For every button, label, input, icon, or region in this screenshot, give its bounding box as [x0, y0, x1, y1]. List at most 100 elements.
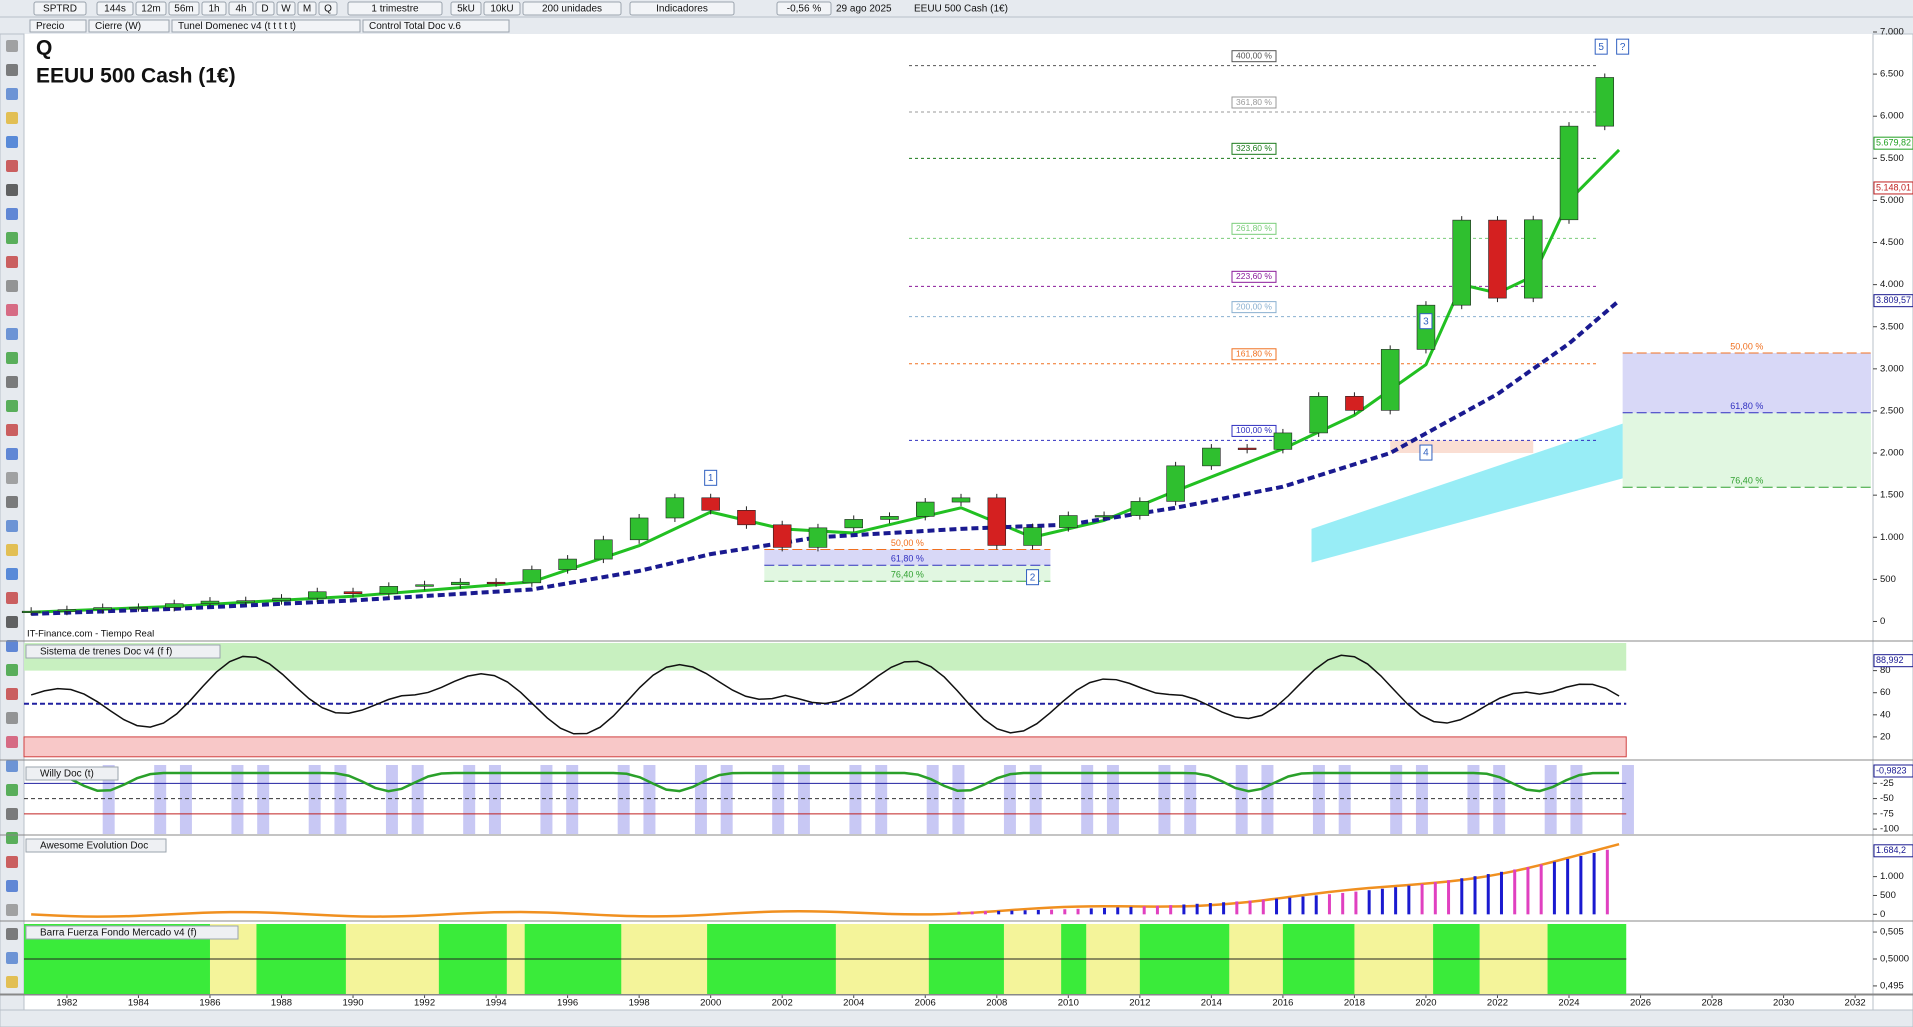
indicator-tab-label[interactable]: Cierre (W) — [95, 21, 141, 32]
toolbar-button[interactable] — [276, 1, 296, 16]
tool-icon[interactable] — [6, 544, 18, 556]
toolbar-button[interactable] — [776, 1, 832, 16]
toolbar-button[interactable] — [522, 1, 622, 16]
tool-icon[interactable] — [6, 784, 18, 796]
toolbar-button-label[interactable]: 56m — [174, 4, 193, 15]
indicator-tab[interactable] — [171, 19, 361, 33]
y-tick-label: 3.500 — [1880, 321, 1904, 332]
tool-icon[interactable] — [6, 520, 18, 532]
toolbar-button-label[interactable]: M — [303, 4, 311, 15]
indicator-tab[interactable] — [29, 19, 87, 33]
tool-icon[interactable] — [6, 904, 18, 916]
tool-icon[interactable] — [6, 88, 18, 100]
wave-label-box — [1026, 569, 1040, 586]
tool-icon[interactable] — [6, 496, 18, 508]
toolbar-button[interactable] — [450, 1, 482, 16]
tool-icon[interactable] — [6, 736, 18, 748]
tool-icon[interactable] — [6, 592, 18, 604]
toolbar-button[interactable] — [629, 1, 735, 16]
toolbar-button-label[interactable]: 1 trimestre — [371, 4, 419, 15]
tool-icon[interactable] — [6, 472, 18, 484]
tool-icon[interactable] — [6, 808, 18, 820]
indicator-tab-label[interactable]: Tunel Domenec v4 (t t t t t) — [178, 21, 296, 32]
retracement-zone — [1622, 412, 1871, 488]
panel-title-box[interactable] — [25, 644, 221, 659]
toolbar-button[interactable] — [255, 1, 275, 16]
tool-icon[interactable] — [6, 448, 18, 460]
tool-icon[interactable] — [6, 616, 18, 628]
tool-icon[interactable] — [6, 256, 18, 268]
toolbar-button-label[interactable]: Q — [324, 4, 332, 15]
tool-icon[interactable] — [6, 40, 18, 52]
tool-icon[interactable] — [6, 376, 18, 388]
tool-icon[interactable] — [6, 136, 18, 148]
tool-icon[interactable] — [6, 928, 18, 940]
projection-band — [1311, 423, 1623, 563]
histogram-bar — [1420, 883, 1424, 915]
toolbar-button[interactable] — [483, 1, 521, 16]
toolbar-button-label[interactable]: SPTRD — [43, 4, 77, 15]
toolbar-button-label[interactable]: 10kU — [490, 4, 513, 15]
y-tick-label: -50 — [1880, 793, 1894, 804]
panel-title-box[interactable] — [25, 925, 239, 940]
x-tick-label: 1982 — [56, 998, 77, 1009]
y-tick-label: 0 — [1880, 909, 1885, 920]
tool-icon[interactable] — [6, 112, 18, 124]
tool-icon[interactable] — [6, 352, 18, 364]
toolbar-button[interactable] — [318, 1, 338, 16]
tool-icon[interactable] — [6, 664, 18, 676]
tool-icon[interactable] — [6, 952, 18, 964]
tool-icon[interactable] — [6, 328, 18, 340]
toolbar-button[interactable] — [347, 1, 443, 16]
tool-icon[interactable] — [6, 760, 18, 772]
tool-icon[interactable] — [6, 880, 18, 892]
x-tick-label: 1990 — [342, 998, 363, 1009]
toolbar-button-label[interactable]: 12m — [141, 4, 160, 15]
toolbar-button-label[interactable]: 144s — [104, 4, 126, 15]
toolbar-button[interactable] — [297, 1, 317, 16]
toolbar-button-label[interactable]: D — [261, 4, 268, 15]
current-value-box — [1873, 764, 1913, 778]
candle — [1059, 515, 1078, 528]
toolbar-button-label[interactable]: 200 unidades — [542, 4, 602, 15]
tool-icon[interactable] — [6, 400, 18, 412]
tool-icon[interactable] — [6, 976, 18, 988]
tool-icon[interactable] — [6, 280, 18, 292]
tool-icon[interactable] — [6, 160, 18, 172]
tool-icon[interactable] — [6, 568, 18, 580]
tool-icon[interactable] — [6, 232, 18, 244]
tool-icon[interactable] — [6, 64, 18, 76]
indicator-tab-label[interactable]: Precio — [36, 21, 65, 32]
tool-icon[interactable] — [6, 184, 18, 196]
toolbar-button-label[interactable]: Indicadores — [656, 4, 708, 15]
toolbar-button[interactable] — [96, 1, 134, 16]
histogram-bar — [1499, 871, 1503, 915]
toolbar-button-label[interactable]: 4h — [235, 4, 246, 15]
tool-icon[interactable] — [6, 208, 18, 220]
toolbar-button[interactable] — [135, 1, 167, 16]
toolbar-button[interactable] — [201, 1, 227, 16]
tool-icon[interactable] — [6, 640, 18, 652]
toolbar-button-label[interactable]: 1h — [208, 4, 219, 15]
tool-icon[interactable] — [6, 688, 18, 700]
indicator-tab[interactable] — [88, 19, 170, 33]
scrollbar[interactable] — [0, 1009, 1913, 1027]
tool-icon[interactable] — [6, 832, 18, 844]
toolbar-button[interactable] — [168, 1, 200, 16]
toolbar-button[interactable] — [33, 1, 87, 16]
toolbar-button-label[interactable]: -0,56 % — [787, 4, 822, 15]
toolbar-button[interactable] — [228, 1, 254, 16]
panel-title-box[interactable] — [25, 838, 167, 853]
zone-low — [23, 736, 1627, 758]
tool-icon[interactable] — [6, 712, 18, 724]
candle — [1094, 515, 1114, 518]
panel-title-box[interactable] — [25, 766, 119, 781]
tool-icon[interactable] — [6, 424, 18, 436]
indicator-tab[interactable] — [362, 19, 510, 33]
zone-high — [24, 643, 1627, 671]
tool-icon[interactable] — [6, 304, 18, 316]
toolbar-button-label[interactable]: 5kU — [457, 4, 475, 15]
indicator-tab-label[interactable]: Control Total Doc v.6 — [369, 21, 461, 32]
toolbar-button-label[interactable]: W — [281, 4, 291, 15]
tool-icon[interactable] — [6, 856, 18, 868]
